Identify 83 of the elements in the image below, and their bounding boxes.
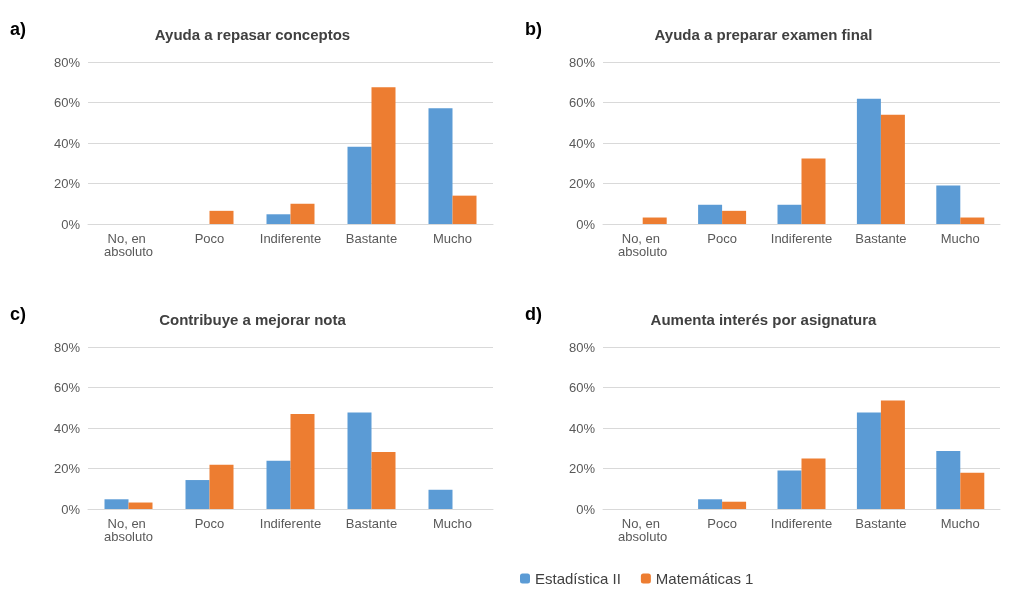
y-tick-label: 80% — [53, 339, 81, 355]
x-tick-label: Bastante — [345, 516, 398, 531]
bar — [722, 501, 747, 509]
chart-title: Contribuye a mejorar nota — [159, 311, 347, 328]
bar — [209, 464, 234, 509]
bar — [801, 158, 826, 224]
y-tick-label: 40% — [568, 420, 596, 436]
y-tick-label: 0% — [61, 501, 81, 517]
bar — [452, 195, 477, 224]
bar — [642, 217, 667, 224]
y-tick-label: 40% — [53, 135, 81, 151]
bar — [185, 480, 210, 509]
text: b) — [525, 19, 542, 39]
bar — [266, 214, 291, 224]
y-tick-label: 20% — [53, 176, 81, 191]
x-tick-label: Poco — [707, 231, 737, 246]
x-tick-label: Bastante — [345, 231, 398, 246]
bar — [856, 98, 881, 224]
bar — [777, 470, 802, 509]
bar — [290, 203, 315, 224]
legend-label: Matemáticas 1 — [655, 570, 754, 587]
x-tick-label: No, en absoluto — [618, 516, 668, 544]
text: c) — [10, 304, 27, 324]
legend-label: Estadística II — [535, 570, 621, 587]
y-tick-label: 20% — [568, 176, 596, 191]
y-tick-label: 40% — [568, 135, 596, 151]
bar — [209, 210, 234, 224]
bar — [880, 400, 905, 509]
x-tick-label: Indiferente — [770, 516, 833, 531]
bar — [801, 458, 826, 509]
bar — [698, 204, 723, 224]
x-tick-label: Poco — [194, 231, 225, 246]
y-tick-label: 60% — [568, 380, 596, 395]
y-tick-label: 40% — [53, 420, 81, 436]
y-tick-label: 60% — [53, 95, 81, 110]
y-tick-label: 60% — [568, 95, 596, 110]
y-tick-label: 80% — [568, 339, 596, 355]
y-tick-label: 80% — [53, 54, 81, 70]
bar — [936, 185, 961, 224]
x-tick-label: Bastante — [855, 516, 907, 531]
bar — [880, 114, 905, 224]
bar — [290, 414, 315, 509]
x-tick-label: Poco — [194, 516, 225, 531]
x-tick-label: Indiferente — [259, 231, 322, 246]
bar — [347, 412, 372, 509]
bar — [128, 502, 153, 509]
y-tick-label: 80% — [568, 54, 596, 70]
bar — [266, 460, 291, 509]
x-tick-label: Mucho — [432, 516, 473, 531]
x-tick-label: Indiferente — [259, 516, 322, 531]
chart-title: Ayuda a preparar examen final — [654, 26, 873, 43]
bar — [856, 412, 881, 509]
chart-title: Aumenta interés por asignatura — [650, 311, 878, 328]
bar — [960, 217, 985, 224]
bar — [428, 489, 453, 509]
chart-title: Ayuda a repasar conceptos — [154, 26, 351, 43]
text: a) — [10, 19, 27, 39]
y-tick-label: 20% — [568, 461, 596, 476]
x-tick-label: No, en absoluto — [103, 516, 154, 544]
x-tick-label: Mucho — [432, 231, 473, 246]
bar — [371, 452, 396, 509]
bar — [698, 499, 723, 509]
y-tick-label: 60% — [53, 380, 81, 395]
y-tick-label: 0% — [576, 216, 596, 232]
bar — [104, 499, 129, 509]
x-tick-label: Poco — [707, 516, 737, 531]
y-tick-label: 20% — [53, 461, 81, 476]
bar — [347, 146, 372, 224]
y-tick-label: 0% — [576, 501, 596, 517]
bar — [722, 210, 747, 224]
bar — [777, 204, 802, 224]
bar — [371, 87, 396, 224]
x-tick-label: Mucho — [940, 516, 980, 531]
y-tick-label: 0% — [61, 216, 81, 232]
x-tick-label: No, en absoluto — [103, 231, 154, 259]
x-tick-label: Bastante — [855, 231, 907, 246]
bar — [936, 451, 961, 509]
x-tick-label: Mucho — [940, 231, 980, 246]
x-tick-label: No, en absoluto — [618, 231, 668, 259]
bar — [428, 108, 453, 224]
x-tick-label: Indiferente — [770, 231, 833, 246]
bar — [960, 472, 985, 509]
text: d) — [525, 304, 542, 324]
